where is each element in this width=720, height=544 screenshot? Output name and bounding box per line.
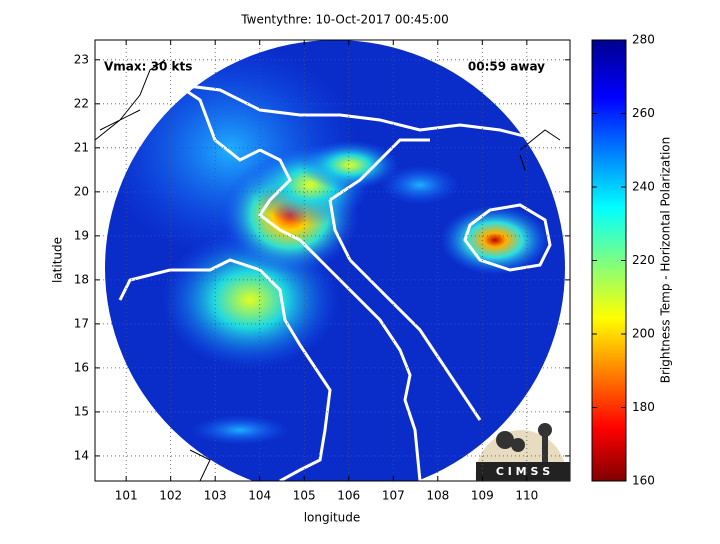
x-tick-label: 105: [293, 489, 316, 503]
y-tick-label: 21: [74, 140, 89, 154]
plot-frame: [94, 39, 571, 482]
x-tick-label: 104: [248, 489, 271, 503]
y-tick-label: 14: [74, 448, 89, 462]
x-tick-label: 109: [471, 489, 494, 503]
x-tick-label: 102: [159, 489, 182, 503]
colorbar-tick-label: 200: [632, 327, 655, 341]
y-tick-label: 16: [74, 360, 89, 374]
colorbar-tick-label: 280: [632, 33, 655, 47]
logo: C I M S S: [475, 423, 570, 481]
y-tick-label: 18: [74, 272, 89, 286]
annotation: 00:59 away: [468, 60, 545, 74]
y-tick-label: 20: [74, 184, 89, 198]
colorbar-tick-label: 160: [632, 474, 655, 488]
y-tick-label: 22: [74, 96, 89, 110]
imagery: [95, 40, 566, 481]
x-tick-label: 101: [115, 489, 138, 503]
colorbar-tick-label: 180: [632, 400, 655, 414]
x-tick-label: 107: [382, 489, 405, 503]
logo-text: C I M S S: [496, 465, 550, 478]
colorbar: [591, 39, 627, 482]
annotation: Vmax: 30 kts: [104, 60, 192, 74]
x-tick-label: 110: [515, 489, 538, 503]
colorbar-label: Brightness Temp - Horizontal Polarizatio…: [659, 137, 673, 384]
colorbar-tick-label: 240: [632, 180, 655, 194]
x-tick-label: 103: [204, 489, 227, 503]
y-tick-label: 23: [74, 52, 89, 66]
colorbar-tick-label: 260: [632, 106, 655, 120]
colorbar-tick-label: 220: [632, 253, 655, 267]
y-tick-label: 17: [74, 316, 89, 330]
x-tick-label: 106: [337, 489, 360, 503]
x-tick-label: 108: [426, 489, 449, 503]
title: Twentythre: 10-Oct-2017 00:45:00: [240, 13, 448, 27]
x-axis-label: longitude: [304, 511, 361, 525]
y-tick-label: 15: [74, 404, 89, 418]
y-tick-label: 19: [74, 228, 89, 242]
y-axis-label: latitude: [51, 237, 65, 283]
